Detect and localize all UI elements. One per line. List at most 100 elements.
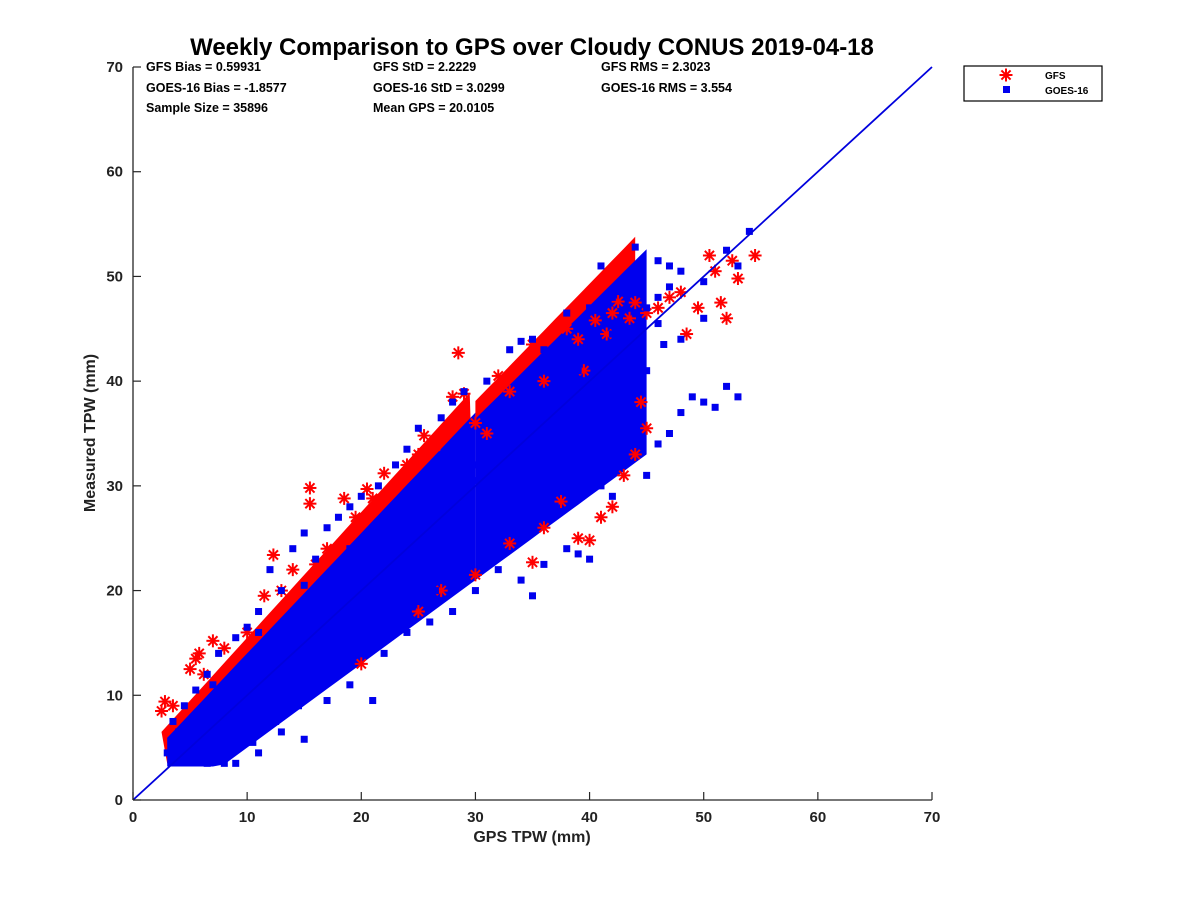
goes-point bbox=[506, 430, 514, 437]
gfs-point bbox=[628, 296, 642, 310]
goes-point bbox=[346, 503, 354, 511]
goes-point bbox=[620, 419, 628, 427]
gfs-point bbox=[468, 416, 482, 430]
goes-point bbox=[677, 267, 685, 275]
goes-point bbox=[414, 424, 422, 432]
goes-point bbox=[340, 660, 348, 668]
goes-point bbox=[563, 309, 571, 317]
gfs-point bbox=[303, 481, 317, 495]
goes-point bbox=[608, 492, 616, 500]
goes-point bbox=[369, 555, 377, 563]
stats-block: GFS Bias = 0.59931 GFS StD = 2.2229 GFS … bbox=[146, 60, 732, 115]
gfs-point bbox=[377, 466, 391, 480]
goes-point bbox=[266, 649, 274, 657]
goes-point bbox=[403, 550, 411, 558]
gfs-point bbox=[366, 491, 380, 505]
goes-point bbox=[266, 566, 274, 574]
gfs-point bbox=[720, 311, 734, 325]
goes-point bbox=[654, 440, 662, 448]
goes-point bbox=[620, 356, 628, 364]
goes-point bbox=[392, 461, 400, 469]
goes-point bbox=[654, 257, 662, 265]
goes-point bbox=[203, 670, 211, 678]
goes-point bbox=[249, 738, 257, 746]
goes-point bbox=[300, 581, 308, 589]
goes-point bbox=[255, 728, 263, 736]
gfs-point bbox=[491, 369, 505, 383]
goes-point bbox=[192, 686, 200, 694]
goes-point bbox=[677, 409, 685, 417]
stat-gfs-std: GFS StD = 2.2229 bbox=[373, 60, 476, 74]
goes-point bbox=[169, 717, 177, 725]
chart-title: Weekly Comparison to GPS over Cloudy CON… bbox=[190, 34, 874, 61]
goes-point bbox=[323, 597, 331, 605]
legend-gfs-asterisk bbox=[999, 68, 1013, 82]
goes-point bbox=[471, 587, 479, 595]
goes-point bbox=[369, 697, 377, 705]
gfs-point bbox=[594, 510, 608, 524]
goes-point bbox=[277, 712, 285, 720]
goes-point bbox=[312, 555, 320, 563]
gfs-point bbox=[583, 533, 597, 547]
gfs-point bbox=[628, 447, 642, 461]
goes-point bbox=[608, 361, 616, 369]
gfs-point bbox=[286, 563, 300, 577]
y-tick-label: 30 bbox=[106, 478, 123, 495]
goes-point bbox=[255, 749, 263, 757]
goes-point bbox=[369, 597, 377, 605]
goes-point bbox=[431, 587, 439, 595]
goes-point bbox=[591, 409, 599, 417]
goes-point bbox=[317, 681, 325, 689]
goes-point bbox=[529, 335, 536, 343]
goes-point bbox=[551, 503, 559, 511]
stat-sample-size: Sample Size = 35896 bbox=[146, 101, 268, 115]
gfs-point bbox=[206, 634, 220, 648]
goes-point bbox=[449, 498, 457, 506]
gfs-point bbox=[411, 447, 425, 461]
goes-point bbox=[392, 503, 400, 511]
y-ticks: 0 10 20 30 40 50 60 70 bbox=[106, 59, 141, 809]
goes-point bbox=[426, 503, 434, 511]
gfs-point bbox=[714, 296, 728, 310]
goes-point bbox=[334, 634, 342, 642]
goes-point bbox=[277, 587, 285, 595]
goes-point bbox=[665, 262, 673, 270]
goes-point bbox=[300, 529, 308, 537]
goes-point bbox=[449, 482, 457, 490]
goes-point bbox=[346, 681, 354, 689]
goes-point bbox=[563, 545, 571, 553]
goes-point bbox=[608, 330, 616, 338]
legend-goes-label: GOES-16 bbox=[1045, 86, 1089, 97]
gfs-point bbox=[428, 439, 442, 453]
goes-point bbox=[471, 477, 479, 485]
y-axis-label: Measured TPW (mm) bbox=[82, 354, 99, 512]
goes-point bbox=[323, 649, 331, 657]
gfs-point bbox=[537, 374, 551, 388]
goes-point bbox=[660, 340, 668, 348]
goes-point bbox=[209, 744, 217, 752]
goes-point bbox=[209, 702, 217, 710]
goes-point bbox=[494, 450, 502, 458]
stat-mean-gps: Mean GPS = 20.0105 bbox=[373, 101, 494, 115]
goes-point bbox=[346, 576, 354, 584]
goes-point bbox=[574, 550, 582, 558]
x-tick-label: 50 bbox=[695, 809, 712, 826]
goes-point bbox=[386, 618, 394, 626]
goes-point bbox=[357, 492, 365, 500]
goes-point bbox=[300, 735, 308, 743]
stat-goes-std: GOES-16 StD = 3.0299 bbox=[373, 81, 505, 95]
goes-point bbox=[517, 576, 525, 584]
goes-point bbox=[437, 492, 445, 500]
gfs-point bbox=[360, 482, 374, 496]
goes-point bbox=[574, 361, 582, 369]
y-tick-label: 50 bbox=[106, 268, 123, 285]
goes-point bbox=[483, 450, 491, 458]
gfs-point bbox=[560, 322, 574, 336]
goes-point bbox=[517, 419, 525, 427]
goes-point bbox=[277, 728, 285, 736]
gfs-point bbox=[526, 555, 539, 569]
gfs-point bbox=[337, 491, 351, 505]
goes-point bbox=[477, 545, 485, 553]
goes-point bbox=[523, 503, 531, 511]
